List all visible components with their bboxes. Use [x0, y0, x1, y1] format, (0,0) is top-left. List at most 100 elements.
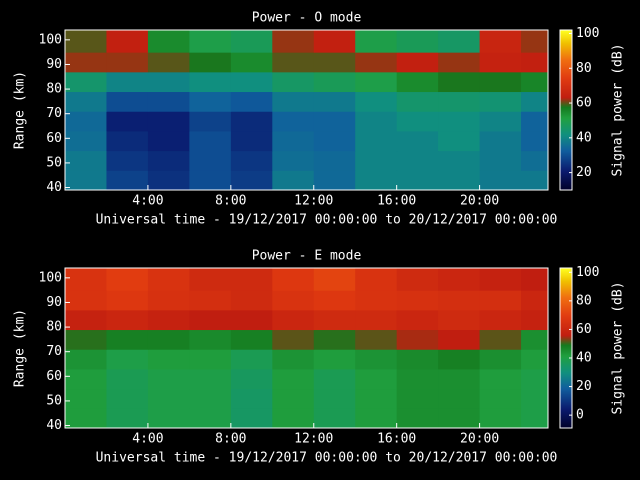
heatmap-cell: [355, 369, 397, 389]
heatmap-cell: [106, 290, 148, 310]
heatmap-cell: [480, 72, 522, 92]
heatmap-cell: [231, 151, 273, 171]
x-tick-label: 16:00: [377, 432, 416, 447]
heatmap-cell: [65, 290, 107, 310]
heatmap-cell: [231, 349, 273, 369]
heatmap-cell: [438, 72, 480, 92]
heatmap-cell: [438, 111, 480, 131]
heatmap-cell: [480, 349, 522, 369]
heatmap-cell: [521, 131, 548, 151]
heatmap-cell: [148, 111, 190, 131]
heatmap-cell: [397, 310, 439, 330]
y-tick-label: 80: [46, 82, 62, 97]
heatmap-cell: [480, 290, 522, 310]
y-tick-label: 100: [39, 32, 62, 47]
heatmap-cell: [65, 310, 107, 330]
heatmap-cell: [397, 72, 439, 92]
heatmap-cell: [438, 408, 480, 428]
heatmap-cell: [148, 131, 190, 151]
heatmap-cell: [521, 389, 548, 409]
heatmap-cell: [438, 389, 480, 409]
colorbar-tick-label: 100: [576, 26, 599, 41]
y-axis-label: Range (km): [13, 309, 28, 387]
y-tick-label: 90: [46, 57, 62, 72]
colorbar-tick-label: 60: [576, 96, 592, 111]
heatmap-cell: [355, 170, 397, 190]
heatmap-cell: [231, 92, 273, 112]
x-tick-label: 8:00: [215, 194, 246, 209]
heatmap-cell: [65, 151, 107, 171]
heatmap-cell: [231, 268, 273, 291]
heatmap-cell: [521, 52, 548, 72]
heatmap-cell: [148, 30, 190, 53]
heatmap-cell: [438, 131, 480, 151]
x-tick-label: 12:00: [294, 194, 333, 209]
colorbar-tick-label: 40: [576, 351, 592, 366]
heatmap-cell: [231, 52, 273, 72]
heatmap-cell: [314, 310, 356, 330]
heatmap-cell: [355, 268, 397, 291]
heatmap-cell: [438, 30, 480, 53]
heatmap-cell: [314, 52, 356, 72]
colorbar-tick-label: 80: [576, 61, 592, 76]
heatmap-cell: [355, 290, 397, 310]
heatmap-cell: [314, 30, 356, 53]
heatmap-cell: [355, 408, 397, 428]
heatmap-cell: [272, 52, 314, 72]
heatmap-cell: [106, 30, 148, 53]
heatmap-cell: [272, 310, 314, 330]
heatmap-cell: [148, 408, 190, 428]
heatmap-cell: [189, 72, 231, 92]
heatmap-cell: [314, 268, 356, 291]
x-axis-label: Universal time - 19/12/2017 00:00:00 to …: [96, 451, 558, 466]
heatmap-cell: [438, 151, 480, 171]
heatmap-cell: [189, 290, 231, 310]
heatmap-cell: [480, 131, 522, 151]
heatmap-cell: [355, 92, 397, 112]
heatmap-cell: [480, 151, 522, 171]
heatmap-cell: [65, 330, 107, 350]
x-tick-label: 4:00: [132, 432, 163, 447]
heatmap-cell: [148, 72, 190, 92]
heatmap-cell: [189, 92, 231, 112]
heatmap-cell: [397, 111, 439, 131]
heatmap-cell: [521, 369, 548, 389]
heatmap-cell: [521, 408, 548, 428]
y-tick-label: 100: [39, 270, 62, 285]
heatmap-cell: [314, 408, 356, 428]
heatmap-cell: [148, 52, 190, 72]
heatmap-cell: [438, 170, 480, 190]
heatmap-cell: [231, 330, 273, 350]
heatmap-cell: [355, 131, 397, 151]
heatmap-cell: [65, 92, 107, 112]
heatmap-cell: [355, 30, 397, 53]
x-tick-label: 20:00: [460, 432, 499, 447]
heatmap-cell: [438, 349, 480, 369]
heatmap-cell: [521, 111, 548, 131]
heatmap-cell: [272, 349, 314, 369]
colorbar-tick-label: 20: [576, 165, 592, 180]
heatmap-cell: [106, 268, 148, 291]
heatmap-cell: [355, 52, 397, 72]
heatmap-cell: [314, 290, 356, 310]
heatmap-cell: [106, 92, 148, 112]
heatmap-cell: [355, 330, 397, 350]
heatmap-cell: [231, 310, 273, 330]
heatmap-cell: [521, 92, 548, 112]
heatmap-cell: [65, 72, 107, 92]
heatmap-cell: [272, 30, 314, 53]
heatmap-cell: [355, 72, 397, 92]
heatmap-cell: [106, 111, 148, 131]
heatmap-cell: [480, 170, 522, 190]
heatmap-cell: [189, 170, 231, 190]
heatmap-cell: [189, 369, 231, 389]
heatmap-cell: [65, 52, 107, 72]
heatmap-cell: [314, 111, 356, 131]
heatmap-cell: [314, 369, 356, 389]
heatmap-cell: [355, 310, 397, 330]
heatmap-cell: [189, 349, 231, 369]
heatmap-cell: [397, 369, 439, 389]
heatmap-cell: [397, 151, 439, 171]
heatmap-cell: [438, 52, 480, 72]
heatmap-cell: [480, 92, 522, 112]
